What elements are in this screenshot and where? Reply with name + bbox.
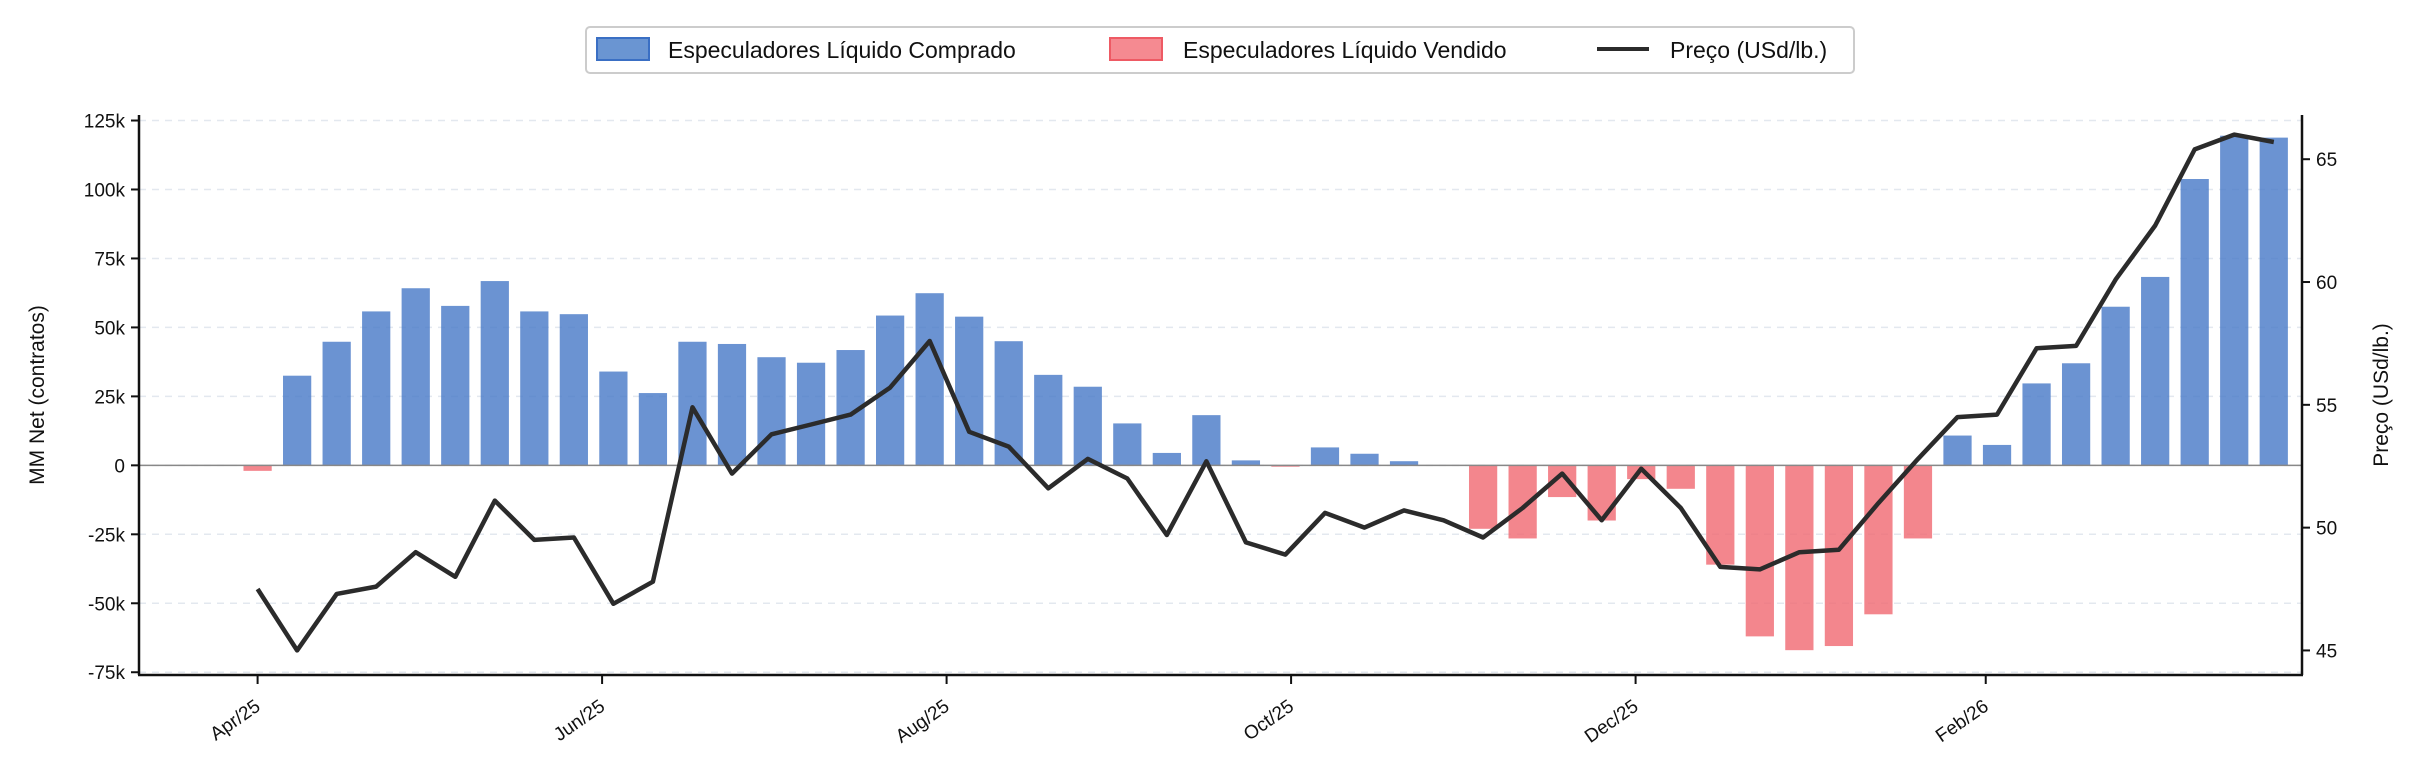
- bar-positive: [2061, 363, 2091, 466]
- bar-positive: [955, 316, 984, 466]
- bar-positive: [1350, 453, 1379, 466]
- y-tick-label: 25k: [94, 387, 125, 408]
- bar-positive: [876, 315, 905, 466]
- y-tick-label: -50k: [88, 594, 125, 615]
- bar-positive: [1192, 415, 1221, 466]
- bar-positive: [559, 314, 588, 466]
- y-tick-label: 100k: [84, 180, 126, 201]
- bar-negative: [243, 465, 272, 471]
- bar-positive: [1152, 452, 1181, 466]
- y2-tick-label: 65: [2316, 150, 2337, 171]
- bottom-axis-ticks: Apr/25 Jun/25 Aug/25 Oct/25 Dec/25 Feb/26: [207, 675, 1993, 748]
- bar-positive: [2259, 137, 2288, 466]
- x-tick-label: Aug/25: [892, 696, 953, 748]
- y2-tick-label: 60: [2316, 273, 2337, 294]
- bar-negative: [1824, 465, 1854, 647]
- right-axis-ticks: 45 50 55 60 65: [2302, 150, 2337, 662]
- x-tick-label: Dec/25: [1581, 696, 1642, 748]
- legend-frame: [585, 26, 1855, 74]
- bar-positive: [1943, 435, 1972, 466]
- bar-negative: [1706, 465, 1735, 565]
- bar-negative: [1864, 465, 1893, 615]
- bar-positive: [1982, 444, 2012, 466]
- bar-positive: [1034, 374, 1063, 466]
- bar-positive: [2220, 135, 2249, 466]
- bar-positive: [915, 293, 944, 466]
- bars: [243, 135, 2288, 651]
- legend: Especuladores Líquido Comprado Especulad…: [585, 26, 1855, 74]
- legend-swatch-positive: [596, 37, 650, 61]
- x-tick-label: Jun/25: [550, 696, 609, 746]
- bar-positive: [2180, 179, 2209, 466]
- bar-positive: [796, 362, 826, 466]
- bar-positive: [2141, 276, 2170, 466]
- y-tick-label: 75k: [94, 249, 125, 270]
- bar-positive: [599, 371, 628, 466]
- legend-label-price: Preço (USd/lb.): [1670, 37, 1827, 63]
- y-tick-label: 125k: [84, 112, 126, 133]
- x-tick-label: Apr/25: [207, 696, 265, 745]
- y-tick-label: 50k: [94, 318, 125, 339]
- bar-negative: [1468, 465, 1498, 529]
- bar-negative: [1666, 465, 1695, 489]
- legend-label-negative: Especuladores Líquido Vendido: [1183, 37, 1507, 63]
- bar-positive: [362, 311, 391, 466]
- x-tick-label: Feb/26: [1932, 696, 1993, 747]
- legend-label-positive: Especuladores Líquido Comprado: [668, 37, 1016, 63]
- bar-negative: [1903, 465, 1933, 539]
- bar-positive: [2101, 306, 2130, 466]
- y2-axis-title: Preço (USd/lb.): [2370, 323, 2393, 467]
- bar-positive: [1231, 460, 1261, 466]
- y-axis-title: MM Net (contratos): [26, 305, 49, 485]
- bar-positive: [480, 281, 509, 466]
- y-tick-label: -25k: [88, 525, 125, 546]
- bar-positive: [520, 311, 549, 466]
- y2-tick-label: 50: [2316, 519, 2337, 540]
- y-tick-label: -75k: [88, 663, 125, 684]
- bar-positive: [717, 343, 747, 466]
- y2-tick-label: 55: [2316, 396, 2337, 417]
- y2-tick-label: 45: [2316, 641, 2337, 662]
- bar-negative: [1587, 465, 1616, 521]
- price-line: [255, 132, 2275, 653]
- bar-positive: [2022, 383, 2051, 466]
- bar-positive: [1113, 423, 1142, 466]
- y-tick-label: 0: [114, 456, 125, 477]
- bar-positive: [1073, 386, 1102, 466]
- bar-positive: [1310, 447, 1340, 466]
- bar-positive: [283, 375, 312, 466]
- legend-swatch-negative: [1109, 37, 1163, 61]
- bar-positive: [757, 357, 786, 466]
- left-axis-ticks: -75k -50k -25k 0 25k 50k 75k 100k 125k: [84, 112, 139, 684]
- bar-positive: [322, 341, 351, 466]
- bar-negative: [1745, 465, 1774, 637]
- bar-positive: [1389, 461, 1419, 466]
- bar-positive: [638, 393, 668, 466]
- bar-positive: [401, 288, 430, 466]
- x-tick-label: Oct/25: [1240, 696, 1298, 745]
- bar-positive: [441, 305, 470, 466]
